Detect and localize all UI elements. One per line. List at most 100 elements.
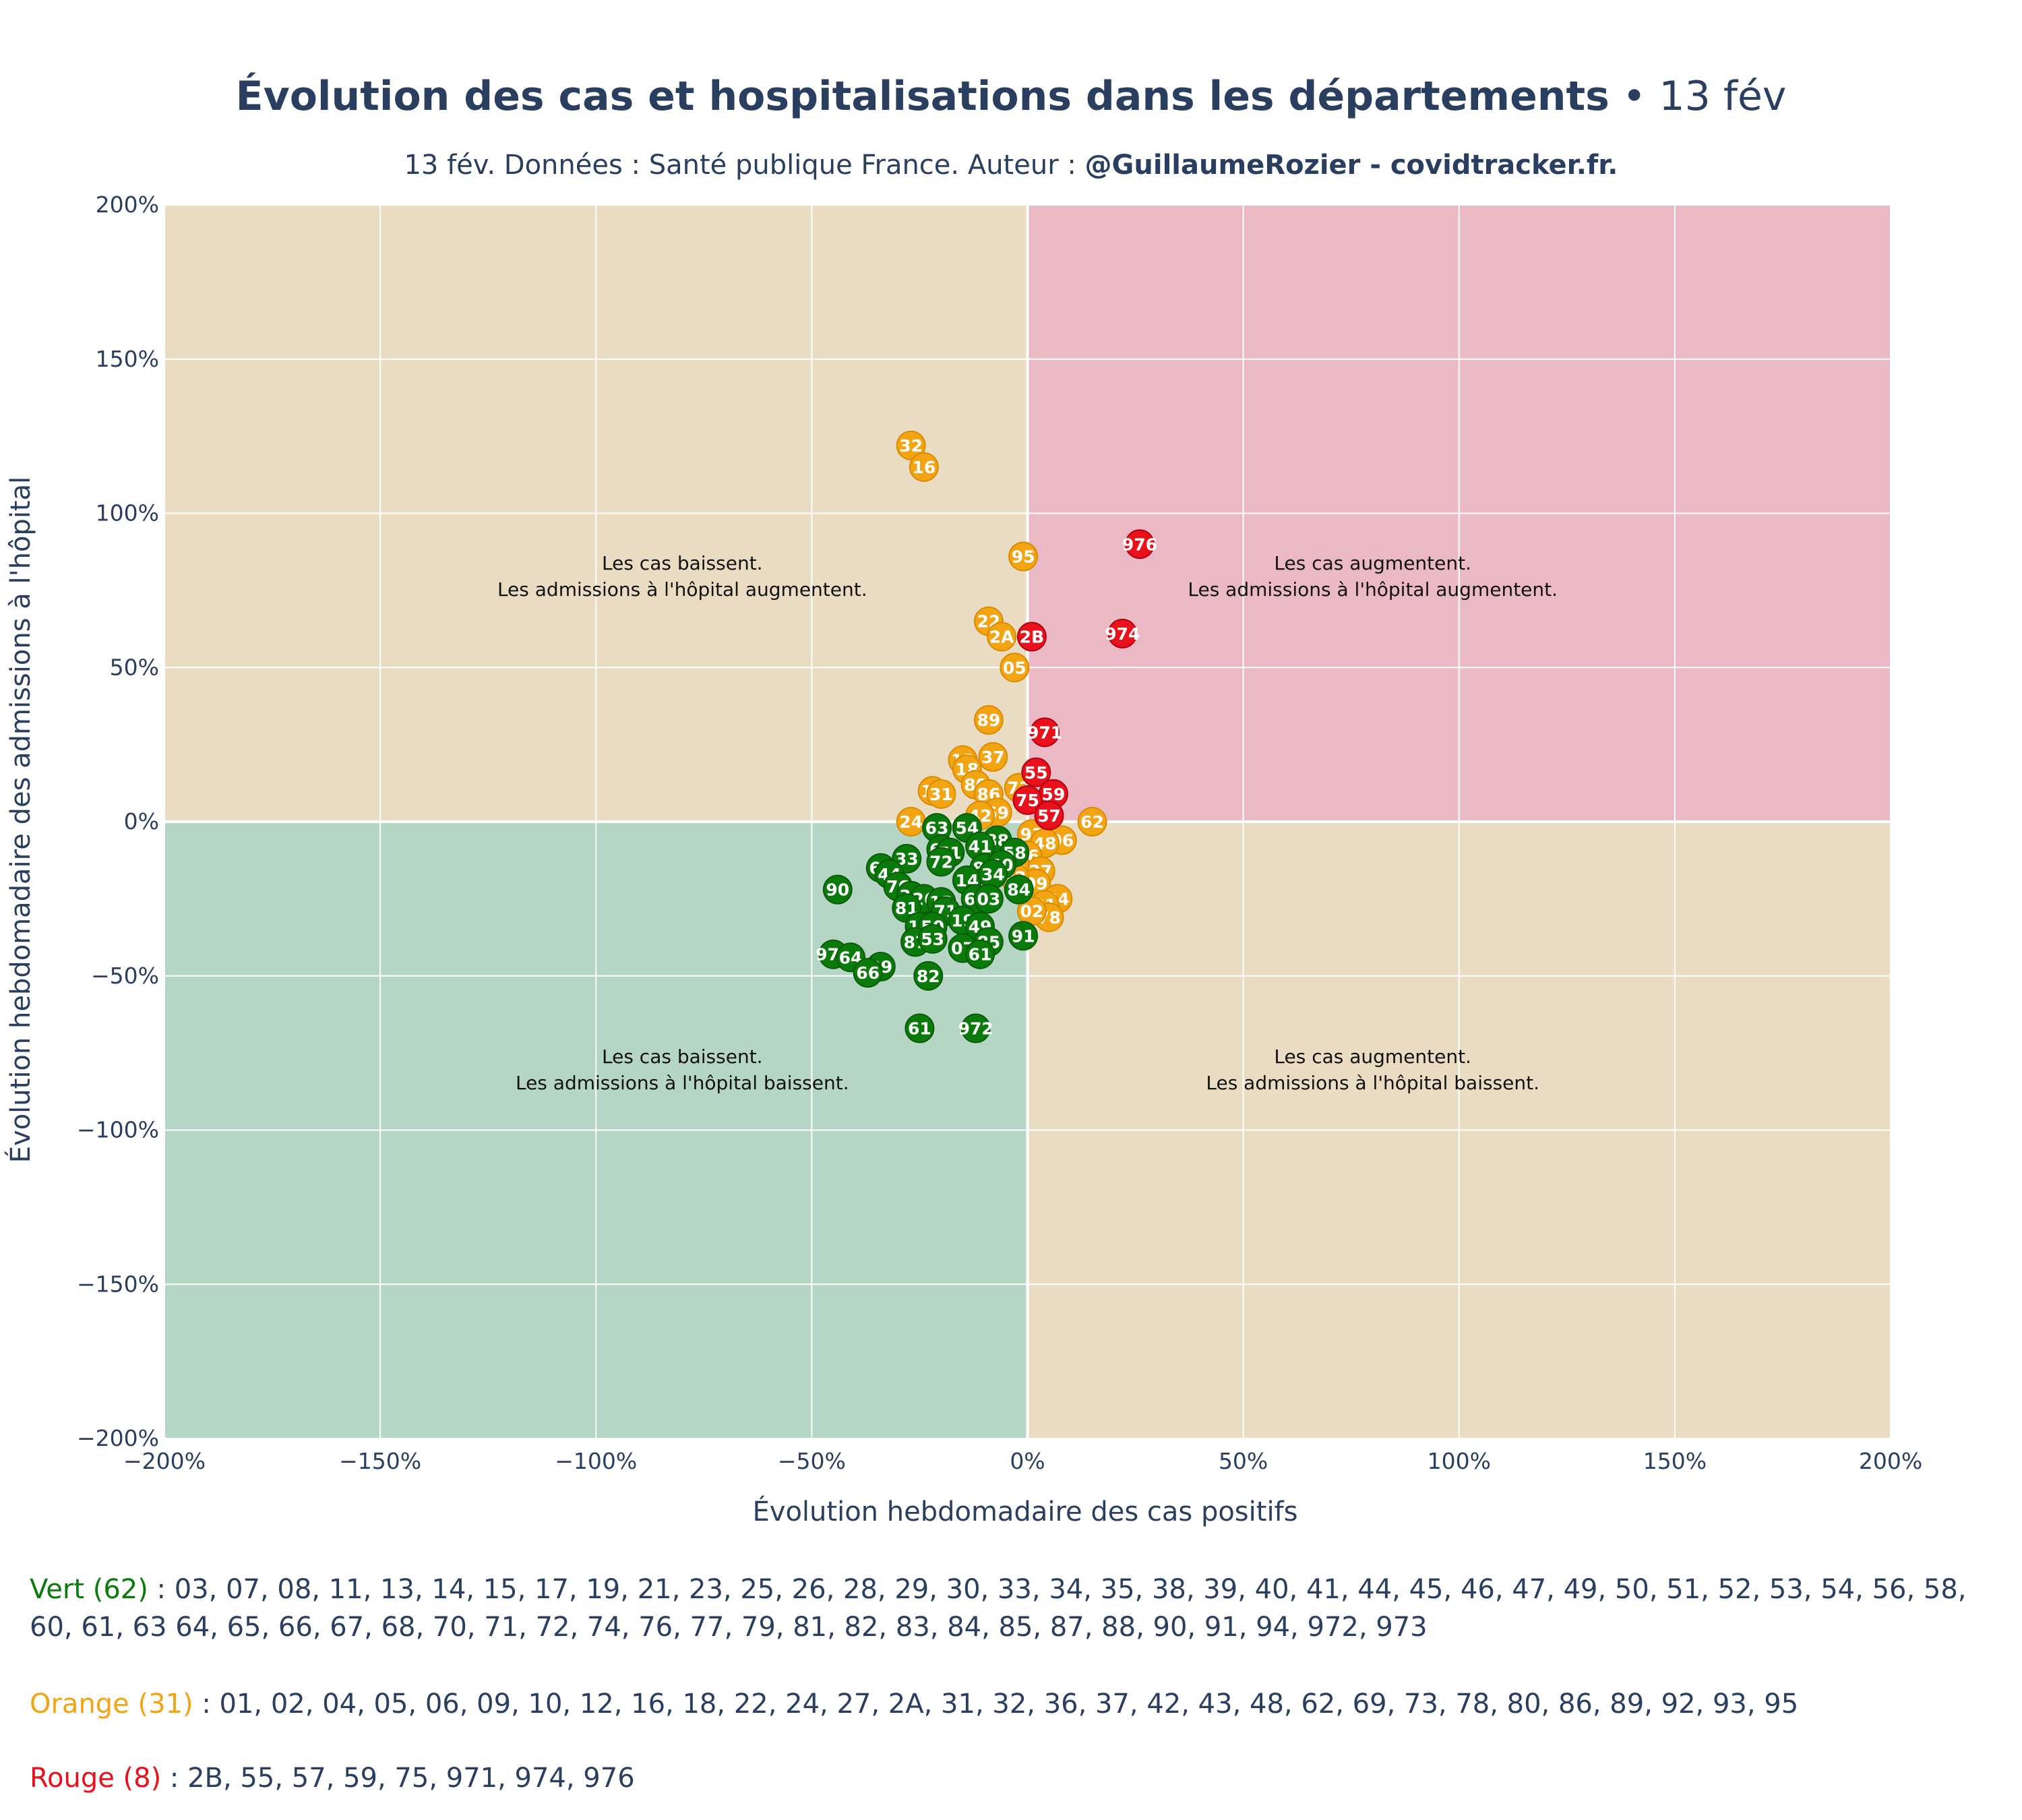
quadrant-annotation-line: Les cas augmentent. [1274, 1045, 1471, 1068]
point-marker [1124, 529, 1155, 559]
x-tick-label: −200% [123, 1448, 206, 1474]
y-tick-label: 150% [96, 346, 159, 372]
x-axis-ticks: −200% −150% −100% −50% 0% 50% 100% 150% 200% [123, 1448, 1922, 1474]
point-label: 66 [856, 963, 880, 983]
point-62: 62 [1077, 807, 1107, 837]
point-label: 53 [921, 930, 944, 949]
point-label: 57 [1037, 806, 1061, 826]
point-label: 974 [1105, 624, 1140, 644]
data-points: 321695222A058937121880738610316942622493… [816, 430, 1157, 1043]
point-marker [960, 1013, 991, 1043]
chart-subtitle-author: @GuillaumeRozier - covidtracker.fr. [1084, 150, 1618, 181]
legend-line: Rouge (8) : 2B, 55, 57, 59, 75, 971, 974… [30, 1759, 1998, 1797]
chart-title: Évolution des cas et hospitalisations da… [0, 73, 2022, 120]
point-label: 89 [977, 710, 1000, 730]
y-tick-label: 50% [110, 654, 159, 680]
point-label: 972 [958, 1019, 993, 1039]
point-32: 32 [896, 430, 926, 460]
point-marker [853, 958, 883, 988]
legend-department-list: : 2B, 55, 57, 59, 75, 971, 974, 976 [161, 1763, 635, 1794]
point-marker [1016, 621, 1047, 652]
y-tick-label: −100% [77, 1117, 159, 1143]
legend-category: Orange (31) [30, 1689, 193, 1720]
point-marker [913, 961, 944, 991]
point-974: 974 [1105, 618, 1140, 648]
y-tick-label: 0% [124, 808, 159, 835]
y-axis-title: Évolution hebdomadaire des admissions à … [4, 477, 36, 1163]
quadrant-annotation-line: Les admissions à l'hôpital baissent. [1206, 1072, 1539, 1094]
chart-subtitle-text: 13 fév. Données : Santé publique France.… [404, 150, 1085, 181]
x-tick-label: 50% [1219, 1448, 1268, 1474]
point-2B: 2B [1016, 621, 1047, 652]
point-marker [926, 779, 956, 809]
quadrant-annotation-line: Les admissions à l'hôpital augmentent. [497, 578, 867, 601]
x-tick-label: −50% [778, 1448, 846, 1474]
point-05: 05 [1000, 653, 1030, 683]
point-label: 82 [917, 967, 940, 986]
point-label: 2B [1020, 628, 1044, 647]
point-976: 976 [1122, 529, 1157, 559]
point-971: 971 [1027, 717, 1062, 748]
point-82: 82 [913, 961, 944, 991]
point-label: 41 [969, 837, 992, 857]
chart-title-suffix: • 13 fév [1609, 73, 1787, 120]
quadrant-annotation-line: Les cas baissent. [602, 552, 763, 574]
quadrant-annotation: Les cas augmentent. Les admissions à l'hô… [1206, 1045, 1539, 1094]
point-66: 66 [853, 958, 883, 988]
legend-line: Vert (62) : 03, 07, 08, 11, 13, 14, 15, … [30, 1571, 1998, 1646]
point-2A: 2A [987, 621, 1017, 652]
point-label: 62 [1080, 812, 1104, 832]
x-axis-title: Évolution hebdomadaire des cas positifs [753, 1495, 1298, 1527]
point-marker [1034, 800, 1064, 830]
legend-category: Vert (62) [30, 1574, 148, 1605]
legend-category: Rouge (8) [30, 1763, 162, 1794]
point-marker [1008, 921, 1039, 951]
point-label: 34 [981, 865, 1005, 884]
point-label: 59 [1042, 785, 1066, 804]
quadrant-annotation: Les cas augmentent. Les admissions à l'hô… [1188, 552, 1558, 601]
x-tick-label: 0% [1010, 1448, 1045, 1474]
point-16: 16 [909, 452, 939, 482]
y-tick-label: −50% [91, 963, 159, 989]
x-tick-label: −100% [555, 1448, 637, 1474]
chart-subtitle: 13 fév. Données : Santé publique France.… [0, 150, 2022, 181]
point-marker [1030, 717, 1060, 748]
point-marker [909, 452, 939, 482]
point-label: 37 [981, 748, 1005, 767]
point-marker [822, 874, 853, 905]
grid-lines [164, 204, 1891, 1439]
point-61: 61 [965, 939, 995, 969]
point-37: 37 [978, 741, 1008, 772]
point-label: 2A [989, 628, 1014, 647]
point-marker [1000, 653, 1030, 683]
point-label: 55 [1024, 763, 1048, 783]
point-label: 32 [899, 436, 923, 456]
point-marker [905, 1013, 935, 1043]
quadrant-annotations: Les cas baissent. Les admissions à l'hôpi… [497, 552, 1558, 1094]
quadrant-annotation-line: Les cas augmentent. [1274, 552, 1471, 574]
y-axis-ticks: −200% −150% −100% −50% 0% 50% 100% 150% 200% [77, 191, 159, 1451]
point-label: 976 [1122, 535, 1157, 554]
point-label: 05 [1003, 658, 1027, 677]
point-90: 90 [822, 874, 853, 905]
point-31: 31 [926, 779, 956, 809]
point-marker [917, 923, 948, 954]
point-label: 16 [912, 458, 936, 477]
point-marker [926, 847, 956, 877]
point-84: 84 [1004, 874, 1034, 905]
y-tick-label: −150% [77, 1271, 159, 1297]
x-tick-label: 150% [1643, 1448, 1707, 1474]
point-53: 53 [917, 923, 948, 954]
point-34: 34 [978, 859, 1008, 889]
point-marker [1012, 785, 1043, 815]
point-label: 72 [929, 852, 953, 872]
point-57: 57 [1034, 800, 1064, 830]
scatter-chart: Les cas baissent. Les admissions à l'hôpi… [4, 191, 1922, 1527]
point-89: 89 [973, 705, 1004, 735]
point-02: 02 [1016, 896, 1047, 926]
quadrant-annotation-line: Les cas baissent. [602, 1045, 763, 1068]
point-marker [1004, 874, 1034, 905]
point-marker [1107, 618, 1138, 648]
point-95: 95 [1008, 541, 1039, 572]
point-marker [965, 939, 995, 969]
